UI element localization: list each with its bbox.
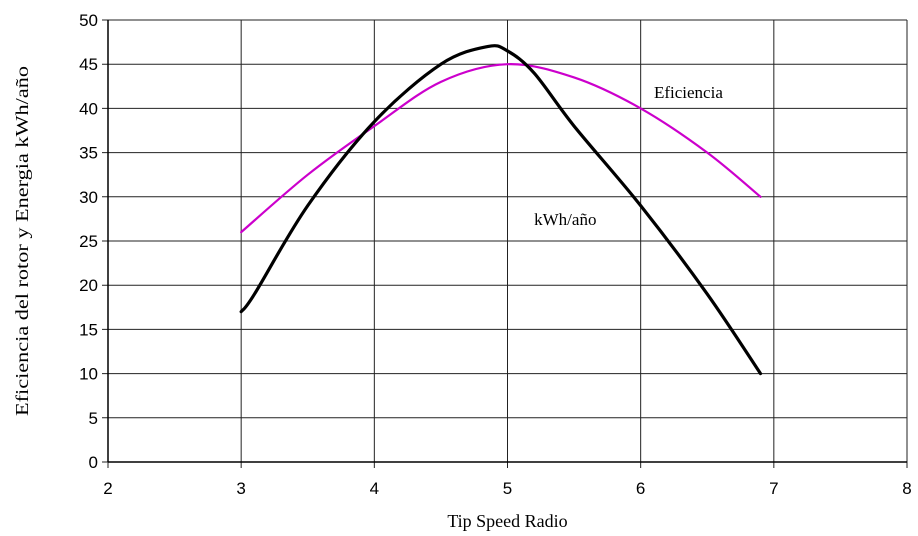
y-tick-label: 20 [79, 276, 98, 295]
series-label-eficiencia: Eficiencia [654, 83, 723, 102]
y-tick-label: 30 [79, 188, 98, 207]
y-tick-label: 5 [89, 409, 98, 428]
y-tick-label: 25 [79, 232, 98, 251]
y-tick-label: 50 [79, 11, 98, 30]
x-tick-label: 4 [370, 479, 379, 498]
x-tick-label: 6 [636, 479, 645, 498]
x-tick-label: 8 [902, 479, 911, 498]
x-tick-label: 7 [769, 479, 778, 498]
series-lines [239, 44, 763, 376]
y-tick-label: 15 [79, 320, 98, 339]
x-tick-label: 5 [503, 479, 512, 498]
series-label-kwh: kWh/año [534, 210, 596, 229]
grid-lines [102, 19, 908, 468]
x-tick-label: 3 [236, 479, 245, 498]
y-tick-label: 35 [79, 144, 98, 163]
series-line-eficiencia [240, 63, 762, 234]
y-tick-label: 0 [89, 453, 98, 472]
x-tick-label: 2 [103, 479, 112, 498]
y-axis-label: Eficiencia del rotor y Energia kWh/año [12, 66, 32, 416]
y-tick-label: 40 [79, 99, 98, 118]
y-tick-label: 45 [79, 55, 98, 74]
y-tick-labels: 0 5 10 15 20 25 30 35 40 45 50 [79, 11, 98, 472]
x-tick-labels: 2 3 4 5 6 7 8 [103, 479, 911, 498]
series-line-kwh [239, 44, 763, 376]
x-axis-label: Tip Speed Radio [447, 511, 567, 531]
y-tick-label: 10 [79, 365, 98, 384]
